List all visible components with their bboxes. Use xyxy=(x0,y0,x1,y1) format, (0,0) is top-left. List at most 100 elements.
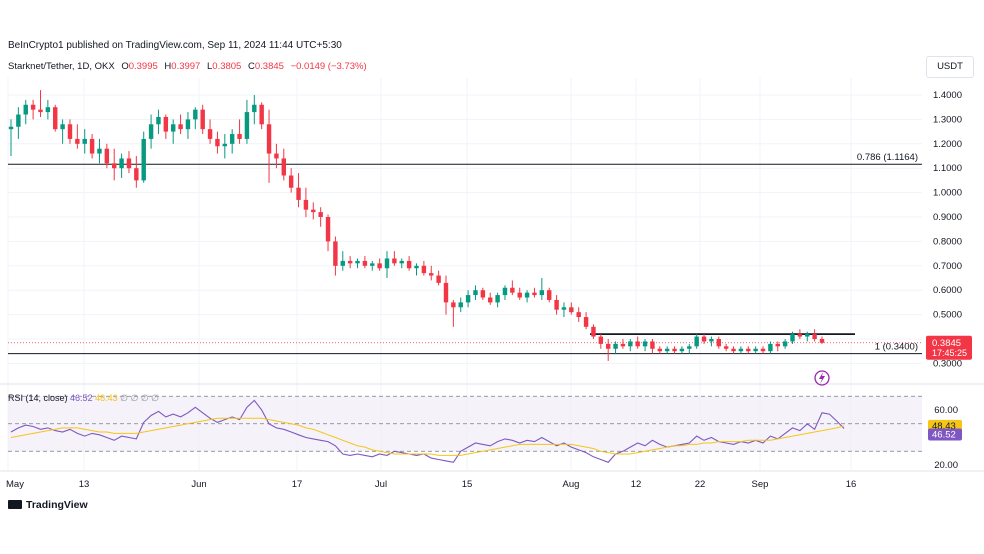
candle-body xyxy=(657,348,663,352)
candle-body xyxy=(539,290,545,296)
candle-body xyxy=(429,273,434,276)
candle-body xyxy=(296,187,301,200)
rsi-tick-label: 20.00 xyxy=(934,460,958,471)
ohlc-legend: Starknet/Tether, 1D, OKX O0.3995 H0.3997… xyxy=(8,61,367,72)
price-axis: 1.4000 1.3000 1.2000 1.1000 1.0000 0.9000 0.80… xyxy=(926,90,972,369)
candle-body xyxy=(642,341,648,347)
last-price-value: 0.3845 xyxy=(932,338,961,349)
candle-body xyxy=(488,297,493,303)
candle-body xyxy=(687,346,692,349)
candle-body xyxy=(716,339,721,347)
change-value: −0.0149 (−3.73%) xyxy=(290,61,367,72)
candle-body xyxy=(244,112,250,139)
candle-body xyxy=(775,343,780,347)
candle-body xyxy=(406,260,412,269)
candle-body xyxy=(178,124,183,130)
candle-body xyxy=(112,163,117,169)
candle-body xyxy=(583,317,589,327)
candle-body xyxy=(148,124,154,139)
candle-body xyxy=(805,334,810,337)
candle-body xyxy=(517,292,522,298)
candle-body xyxy=(185,119,191,130)
candle-body xyxy=(399,260,404,264)
candle-body xyxy=(465,295,471,303)
candle-body xyxy=(598,336,604,344)
last-price-tag xyxy=(926,335,972,360)
candle-body xyxy=(170,124,176,132)
candle-body xyxy=(119,158,124,169)
lightning-icon[interactable] xyxy=(814,370,830,386)
price-tick-label: 0.8000 xyxy=(933,236,962,247)
close-label: C xyxy=(247,61,255,72)
candle-body xyxy=(782,341,788,347)
candle-body xyxy=(45,107,51,113)
candle-body xyxy=(53,107,58,130)
price-tick-label: 1.2000 xyxy=(933,139,962,150)
rsi-ma-tag-value: 48.43 xyxy=(932,421,956,432)
rsi-placeholders: ∅ ∅ ∅ ∅ xyxy=(120,393,160,403)
high-label: H xyxy=(164,61,172,72)
candle-body xyxy=(82,138,87,144)
candle-body xyxy=(340,260,345,266)
candle-body xyxy=(436,275,441,283)
candle-body xyxy=(812,334,817,339)
rsi-value: 46.52 xyxy=(70,393,93,403)
candle-body xyxy=(215,138,220,147)
candle-body xyxy=(222,143,228,147)
currency-button[interactable]: USDT xyxy=(926,56,974,78)
candle-body xyxy=(141,138,146,181)
candle-body xyxy=(30,104,36,110)
candle-body xyxy=(554,299,559,310)
candle-body xyxy=(510,287,515,293)
candle-body xyxy=(458,302,463,308)
candle-body xyxy=(237,134,242,139)
candle-body xyxy=(819,339,825,343)
fib-level-label: 0.786 (1.1164) xyxy=(857,152,918,163)
candle-body xyxy=(333,241,338,266)
candle-body xyxy=(613,343,618,349)
candle-body xyxy=(738,348,744,352)
candle-body xyxy=(156,116,161,125)
time-tick-label: Sep xyxy=(752,479,769,490)
candle-body xyxy=(134,168,139,181)
candle-body xyxy=(480,290,486,298)
candle-body xyxy=(561,307,567,310)
price-tick-label: 1.3000 xyxy=(933,114,962,125)
candle-body xyxy=(252,104,257,113)
symbol-label: Starknet/Tether, 1D, OKX xyxy=(8,61,115,72)
gridlines xyxy=(7,78,922,470)
candle-body xyxy=(362,260,368,266)
low-value: 0.3805 xyxy=(212,61,242,72)
open-label: O xyxy=(121,61,129,72)
fib-levels: 0.786 (1.1164) 1 (0.3400) xyxy=(8,152,922,355)
candle-body xyxy=(311,209,316,213)
candle-body xyxy=(546,290,552,300)
candle-body xyxy=(38,109,43,113)
candle-body xyxy=(797,334,803,337)
candle-body xyxy=(274,153,279,159)
candle-body xyxy=(746,348,751,352)
tradingview-logo: TradingView xyxy=(8,499,88,511)
candle-body xyxy=(266,124,272,154)
price-tick-label: 1.0000 xyxy=(933,188,962,199)
candle-body xyxy=(760,348,766,352)
candle-body xyxy=(421,265,427,274)
candle-body xyxy=(473,290,478,296)
candles xyxy=(8,90,825,361)
rsi-legend: RSI (14, close) 46.52 48.43 ∅ ∅ ∅ ∅ xyxy=(8,393,159,404)
candle-body xyxy=(200,109,205,130)
countdown-value: 17:45:25 xyxy=(932,348,967,358)
candle-body xyxy=(370,263,375,266)
candle-body xyxy=(701,336,707,342)
candle-body xyxy=(591,326,596,337)
publisher-line: BeInCrypto1 published on TradingView.com… xyxy=(8,40,342,51)
rsi-line xyxy=(10,399,845,463)
candle-body xyxy=(709,339,714,342)
candle-body xyxy=(207,129,213,139)
price-tick-label: 0.3000 xyxy=(933,358,962,369)
candle-body xyxy=(229,134,235,144)
time-tick-label: 16 xyxy=(846,479,857,490)
candle-body xyxy=(723,346,729,349)
candle-body xyxy=(281,158,287,176)
